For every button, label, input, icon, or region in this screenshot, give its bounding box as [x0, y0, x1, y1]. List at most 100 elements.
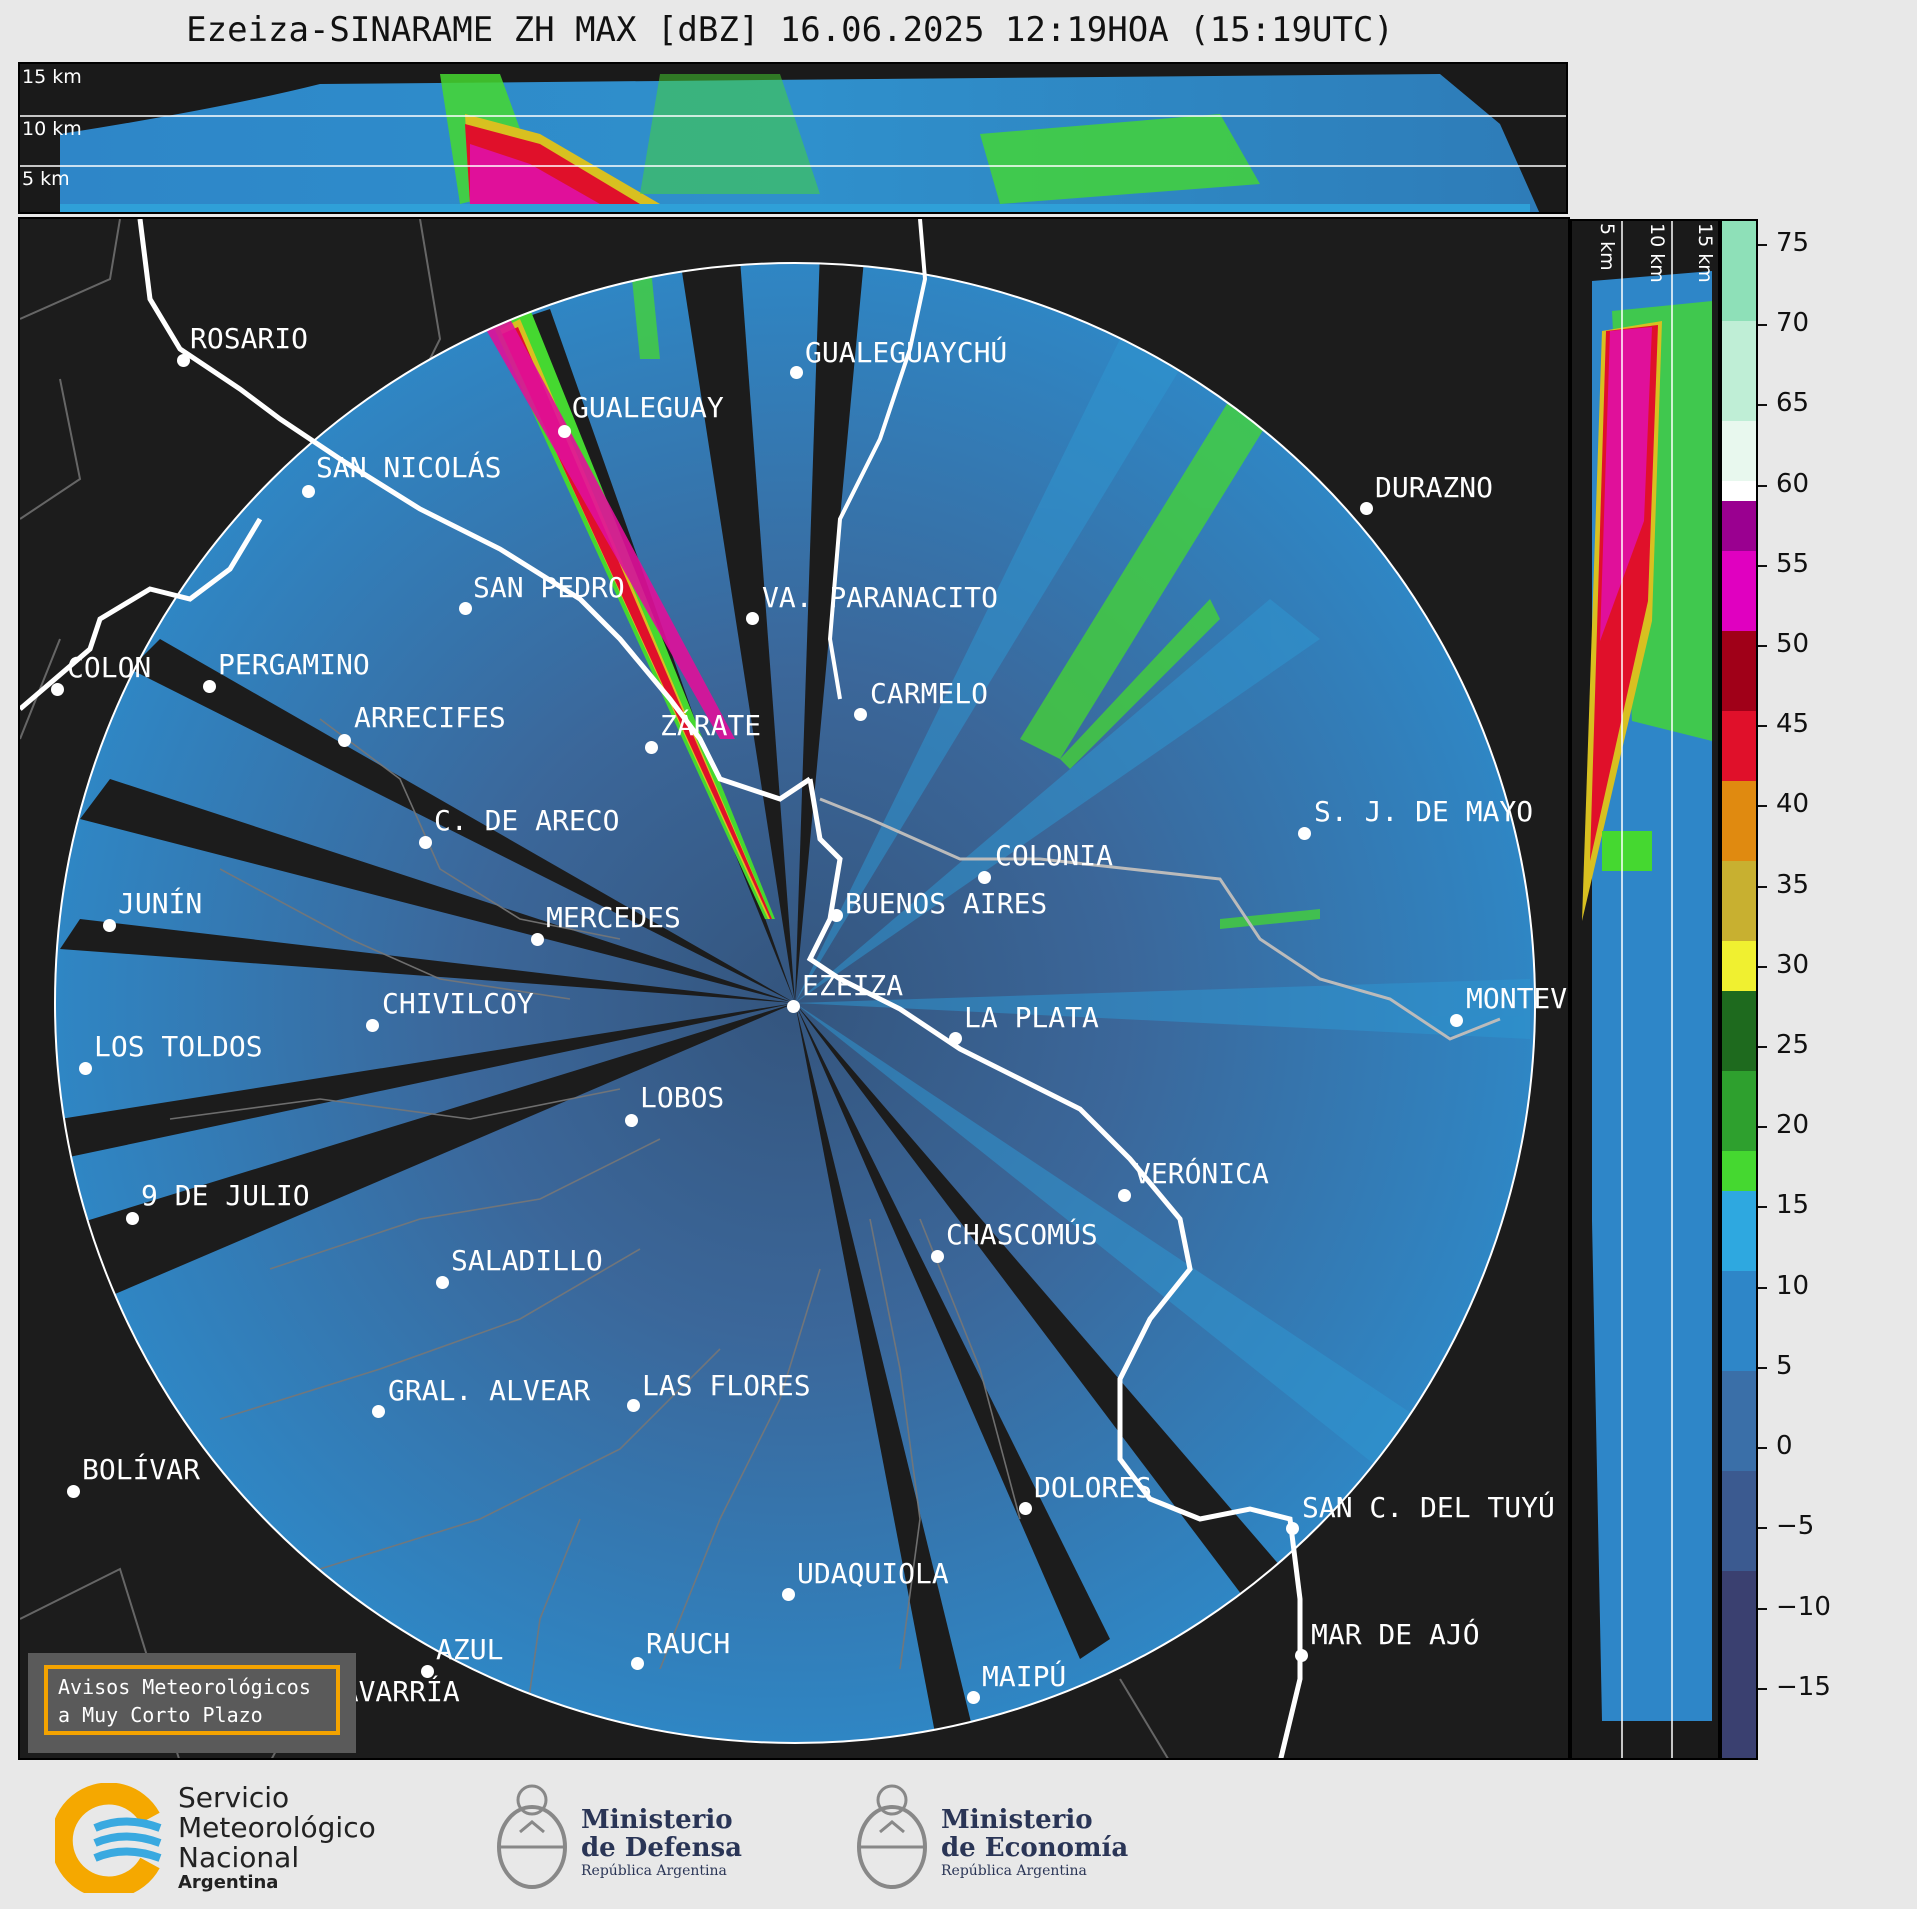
avisos-box: Avisos Meteorológicos a Muy Corto Plazo	[28, 1653, 356, 1753]
city-label-durazno: DURAZNO	[1375, 471, 1494, 504]
colorbar-tick: 35	[1758, 870, 1809, 900]
smn-logo: Servicio Meteorológico Nacional Argentin…	[55, 1783, 395, 1893]
smn-logo-line-1: Servicio	[178, 1781, 290, 1814]
coat-of-arms-icon	[857, 1784, 927, 1889]
city-dot	[746, 612, 759, 625]
city-dot	[1298, 827, 1311, 840]
colorbar-tick: 65	[1758, 388, 1809, 418]
colorbar-tick: 10	[1758, 1271, 1809, 1301]
smn-logo-line-2: Meteorológico	[178, 1811, 376, 1844]
city-label-los-toldos: LOS TOLDOS	[94, 1030, 263, 1063]
colorbar-tick: 70	[1758, 308, 1809, 338]
colorbar-tick: 25	[1758, 1030, 1809, 1060]
dbz-colorbar	[1720, 219, 1758, 1760]
colorbar-tick: 20	[1758, 1110, 1809, 1140]
avisos-line-1: Avisos Meteorológicos	[58, 1675, 311, 1699]
ministerio-defensa-logo: Ministerio de Defensa República Argentin…	[495, 1772, 745, 1897]
city-dot	[79, 1062, 92, 1075]
city-label-udaquiola: UDAQUIOLA	[797, 1557, 949, 1590]
city-dot	[531, 933, 544, 946]
city-dot	[436, 1276, 449, 1289]
city-dot	[558, 425, 571, 438]
colorbar-graphic	[1722, 221, 1756, 1758]
colorbar-tick: 45	[1758, 709, 1809, 739]
city-dot	[1118, 1189, 1131, 1202]
city-dot	[631, 1657, 644, 1670]
city-label-las-flores: LAS FLORES	[642, 1369, 811, 1402]
side-height-label-5km: 5 km	[1596, 223, 1618, 271]
city-dot	[103, 919, 116, 932]
city-dot	[625, 1114, 638, 1127]
city-dot	[1450, 1014, 1463, 1027]
side-cross-section-graphic	[1582, 221, 1712, 1758]
ministerio-economia-logo: Ministerio de Economía República Argenti…	[855, 1772, 1135, 1897]
side-height-label-10km: 10 km	[1646, 223, 1668, 283]
city-label-ezeiza: EZEIZA	[802, 969, 904, 1002]
city-dot	[1019, 1502, 1032, 1515]
defensa-line-2: de Defensa	[581, 1833, 742, 1863]
city-dot	[366, 1019, 379, 1032]
city-dot	[302, 485, 315, 498]
height-label-5km: 5 km	[22, 168, 70, 190]
city-dot	[787, 1000, 800, 1013]
city-label-c-de-areco: C. DE ARECO	[434, 804, 620, 837]
colorbar-tick: 75	[1758, 228, 1809, 258]
city-dot	[372, 1405, 385, 1418]
height-label-10km: 10 km	[22, 118, 82, 140]
city-label-gualeguay: GUALEGUAY	[572, 391, 724, 424]
city-dot	[931, 1250, 944, 1263]
avisos-frame: Avisos Meteorológicos a Muy Corto Plazo	[44, 1665, 340, 1735]
city-label-pergamino: PERGAMINO	[218, 648, 370, 681]
city-label-sj-de-mayo: S. J. DE MAYO	[1314, 795, 1534, 828]
side-cross-section: 5 km 10 km 15 km	[1570, 219, 1720, 1760]
city-label-azul: AZUL	[436, 1633, 504, 1666]
colorbar-tick: 0	[1758, 1431, 1793, 1461]
defensa-line-1: Ministerio	[581, 1805, 733, 1835]
city-label-saladillo: SALADILLO	[451, 1244, 603, 1277]
city-label-carmelo: CARMELO	[870, 677, 989, 710]
city-dot	[830, 909, 843, 922]
city-dot	[459, 602, 472, 615]
city-label-la-plata: LA PLATA	[964, 1001, 1099, 1034]
avisos-line-2: a Muy Corto Plazo	[58, 1703, 263, 1727]
city-label-chascomus: CHASCOMÚS	[946, 1218, 1098, 1251]
city-label-gualeguaychu: GUALEGUAYCHÚ	[805, 336, 1008, 369]
city-dot	[1360, 502, 1373, 515]
city-label-9-de-julio: 9 DE JULIO	[141, 1179, 310, 1212]
city-dot	[126, 1212, 139, 1225]
side-height-label-15km: 15 km	[1694, 223, 1716, 283]
city-label-bolivar: BOLÍVAR	[82, 1453, 201, 1486]
city-dot	[1295, 1649, 1308, 1662]
city-label-zarate: ZÁRATE	[660, 709, 762, 742]
city-dot	[782, 1588, 795, 1601]
smn-logo-line-3: Nacional	[178, 1841, 300, 1874]
city-dot	[338, 734, 351, 747]
city-label-dolores: DOLORES	[1034, 1471, 1153, 1504]
colorbar-tick: 55	[1758, 549, 1809, 579]
top-cross-section: 15 km 10 km 5 km	[18, 62, 1568, 214]
city-label-rosario: ROSARIO	[190, 322, 309, 355]
city-label-gral-alvear: GRAL. ALVEAR	[388, 1374, 591, 1407]
smn-logo-line-4: Argentina	[178, 1872, 279, 1893]
city-label-san-c-del-tuyu: SAN C. DEL TUYÚ	[1302, 1491, 1555, 1524]
city-dot	[645, 741, 658, 754]
city-label-maipu: MAIPÚ	[982, 1660, 1067, 1693]
city-label-va-paranacito: VA. PARANACITO	[762, 581, 999, 614]
city-dot	[203, 680, 216, 693]
page-title: Ezeiza-SINARAME ZH MAX [dBZ] 16.06.2025 …	[186, 10, 1394, 50]
defensa-line-3: República Argentina	[581, 1863, 727, 1879]
city-dot	[854, 708, 867, 721]
city-dot	[627, 1399, 640, 1412]
top-cross-section-graphic	[20, 74, 1566, 212]
city-dot	[421, 1665, 434, 1678]
radar-map-graphic	[20, 219, 1536, 1758]
city-label-chivilcoy: CHIVILCOY	[382, 987, 534, 1020]
city-label-san-pedro: SAN PEDRO	[473, 571, 625, 604]
city-label-colon: COLON	[67, 651, 152, 684]
city-label-arrecifes: ARRECIFES	[354, 701, 506, 734]
city-dot	[51, 683, 64, 696]
city-label-junin: JUNÍN	[118, 887, 203, 920]
colorbar-tick: 40	[1758, 789, 1809, 819]
city-dot	[790, 366, 803, 379]
economia-line-2: de Economía	[941, 1833, 1129, 1863]
